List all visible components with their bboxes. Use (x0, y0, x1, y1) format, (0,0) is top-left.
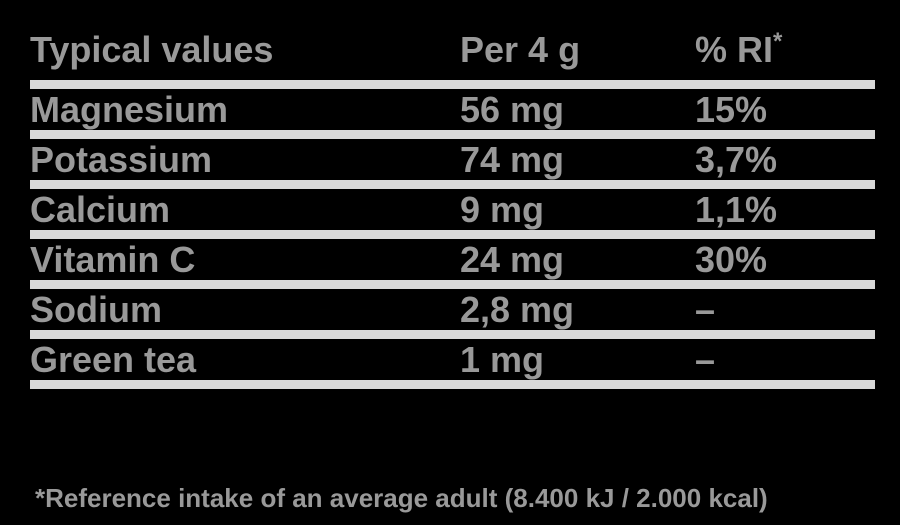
nutrient-label: Sodium (30, 288, 162, 330)
amount-value: 1 mg (460, 338, 545, 380)
nutrient-label: Vitamin C (30, 238, 196, 280)
amount-value: 9 mg (460, 188, 545, 230)
amount-value: 24 mg (460, 238, 565, 280)
table-row: Calcium 9 mg 1,1% (30, 189, 875, 239)
ri-value: – (695, 338, 716, 380)
header-typical-values: Typical values (30, 29, 274, 70)
nutrient-label: Calcium (30, 188, 171, 230)
header-asterisk: * (773, 28, 783, 55)
header-percent-ri-text: % RI (695, 29, 774, 70)
nutrient-label: Magnesium (30, 88, 229, 130)
nutrient-label: Green tea (30, 338, 197, 380)
amount-value: 56 mg (460, 88, 565, 130)
ri-value: 30% (695, 238, 768, 280)
table-row: Magnesium 56 mg 15% (30, 89, 875, 139)
table-row: Green tea 1 mg – (30, 339, 875, 389)
ri-value: 1,1% (695, 188, 778, 230)
ri-value: – (695, 288, 716, 330)
amount-value: 74 mg (460, 138, 565, 180)
table-row: Sodium 2,8 mg – (30, 289, 875, 339)
nutrition-table: Typical values Per 4 g % RI* Magnesium 5… (30, 0, 875, 389)
header-percent-ri: % RI* (695, 29, 875, 70)
table-row: Vitamin C 24 mg 30% (30, 239, 875, 289)
table-row: Potassium 74 mg 3,7% (30, 139, 875, 189)
nutrient-label: Potassium (30, 138, 213, 180)
ri-value: 3,7% (695, 138, 778, 180)
amount-value: 2,8 mg (460, 288, 575, 330)
table-body: Magnesium 56 mg 15% Potassium 74 mg 3,7%… (30, 89, 875, 389)
table-header-row: Typical values Per 4 g % RI* (30, 0, 875, 89)
header-per-serving: Per 4 g (460, 29, 581, 70)
reference-intake-footnote: *Reference intake of an average adult (8… (35, 483, 768, 513)
ri-value: 15% (695, 88, 768, 130)
